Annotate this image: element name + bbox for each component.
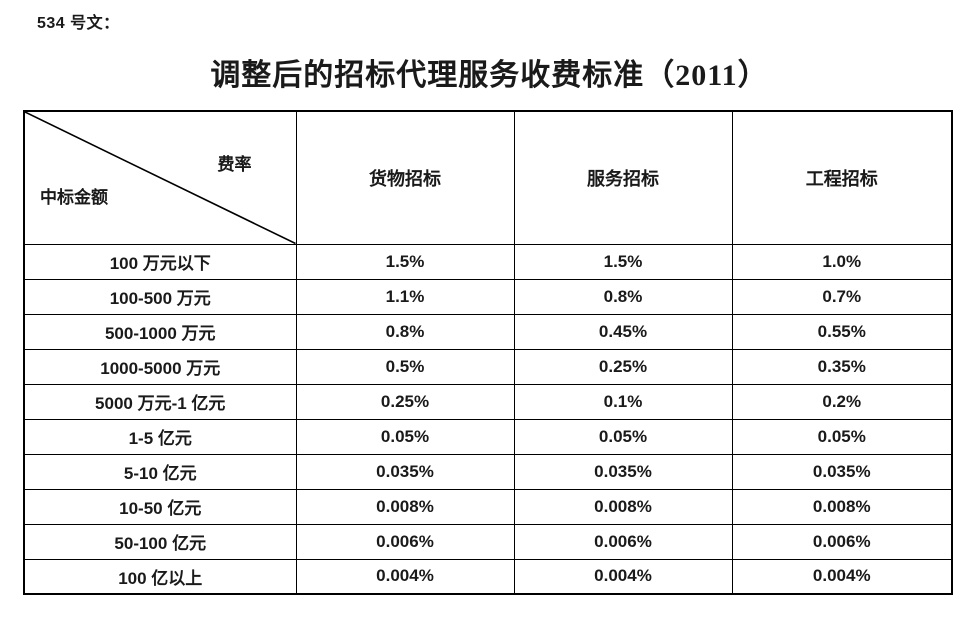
rate-value-cell: 0.006% — [731, 523, 953, 560]
rate-value-cell: 0.45% — [513, 313, 733, 350]
rate-value-cell: 0.006% — [295, 523, 515, 560]
rate-value-cell: 0.25% — [513, 348, 733, 385]
table-body: 100 万元以下 1.5% 1.5% 1.0% 100-500 万元 1.1% 0.8% 0.… — [23, 243, 953, 595]
table-row: 500-1000 万元 0.8% 0.45% 0.55% — [23, 313, 953, 350]
column-header-services: 服务招标 — [513, 110, 733, 245]
row-amount-label: 1-5 亿元 — [23, 418, 297, 455]
row-amount-label: 5000 万元-1 亿元 — [23, 383, 297, 420]
rate-value-cell: 1.5% — [295, 243, 515, 280]
rate-value-cell: 0.05% — [513, 418, 733, 455]
rate-value-cell: 0.7% — [731, 278, 953, 315]
rate-value-cell: 0.5% — [295, 348, 515, 385]
rate-value-cell: 0.006% — [513, 523, 733, 560]
diagonal-header-cell: 费率 中标金额 — [23, 110, 297, 245]
rate-value-cell: 0.004% — [295, 558, 515, 595]
rate-value-cell: 0.035% — [731, 453, 953, 490]
row-amount-label: 100 万元以下 — [23, 243, 297, 280]
table-row: 10-50 亿元 0.008% 0.008% 0.008% — [23, 488, 953, 525]
rate-value-cell: 0.05% — [295, 418, 515, 455]
rate-value-cell: 1.1% — [295, 278, 515, 315]
rate-value-cell: 0.35% — [731, 348, 953, 385]
table-row: 100 亿以上 0.004% 0.004% 0.004% — [23, 558, 953, 595]
rate-value-cell: 0.035% — [295, 453, 515, 490]
table-header-row: 费率 中标金额 货物招标 服务招标 工程招标 — [23, 110, 953, 245]
row-amount-label: 10-50 亿元 — [23, 488, 297, 525]
row-amount-label: 100 亿以上 — [23, 558, 297, 595]
rate-value-cell: 0.8% — [513, 278, 733, 315]
table-row: 1-5 亿元 0.05% 0.05% 0.05% — [23, 418, 953, 455]
table-row: 5-10 亿元 0.035% 0.035% 0.035% — [23, 453, 953, 490]
rate-value-cell: 0.035% — [513, 453, 733, 490]
row-amount-label: 500-1000 万元 — [23, 313, 297, 350]
rate-value-cell: 0.8% — [295, 313, 515, 350]
rate-value-cell: 0.004% — [513, 558, 733, 595]
rate-value-cell: 1.5% — [513, 243, 733, 280]
rate-value-cell: 0.008% — [295, 488, 515, 525]
table-row: 50-100 亿元 0.006% 0.006% 0.006% — [23, 523, 953, 560]
rate-value-cell: 0.008% — [731, 488, 953, 525]
corner-rate-label: 费率 — [217, 155, 252, 174]
table-row: 1000-5000 万元 0.5% 0.25% 0.35% — [23, 348, 953, 385]
rate-value-cell: 0.004% — [731, 558, 953, 595]
table-row: 5000 万元-1 亿元 0.25% 0.1% 0.2% — [23, 383, 953, 420]
diagonal-divider-line — [25, 112, 296, 244]
rate-value-cell: 0.25% — [295, 383, 515, 420]
column-header-goods: 货物招标 — [295, 110, 515, 245]
row-amount-label: 1000-5000 万元 — [23, 348, 297, 385]
corner-amount-label: 中标金额 — [40, 187, 108, 207]
rate-value-cell: 1.0% — [731, 243, 953, 280]
fee-standard-table: 费率 中标金额 货物招标 服务招标 工程招标 100 万元以下 1.5% 1.5% 1… — [23, 110, 953, 595]
row-amount-label: 50-100 亿元 — [23, 523, 297, 560]
row-amount-label: 100-500 万元 — [23, 278, 297, 315]
rate-value-cell: 0.008% — [513, 488, 733, 525]
rate-value-cell: 0.2% — [731, 383, 953, 420]
page-title: 调整后的招标代理服务收费标准（2011） — [210, 59, 769, 92]
row-amount-label: 5-10 亿元 — [23, 453, 297, 490]
table-row: 100-500 万元 1.1% 0.8% 0.7% — [23, 278, 953, 315]
rate-value-cell: 0.1% — [513, 383, 733, 420]
rate-value-cell: 0.55% — [731, 313, 953, 350]
table-row: 100 万元以下 1.5% 1.5% 1.0% — [23, 243, 953, 280]
rate-value-cell: 0.05% — [731, 418, 953, 455]
doc-number-label: 534 号文： — [37, 15, 120, 32]
column-header-engineering: 工程招标 — [731, 110, 953, 245]
